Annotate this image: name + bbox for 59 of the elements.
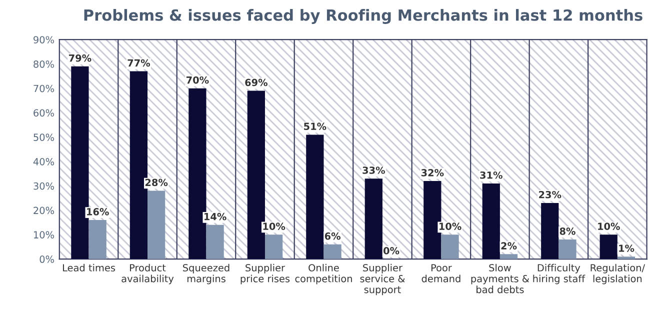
data-label: 1% xyxy=(619,244,634,252)
bar xyxy=(541,202,559,260)
x-tick-label: Product availability xyxy=(122,264,174,284)
bar xyxy=(188,88,206,260)
data-label: 10% xyxy=(439,222,462,230)
data-label: 51% xyxy=(304,122,326,130)
data-label: 8% xyxy=(560,228,576,235)
bar xyxy=(247,90,265,260)
y-tick-label: 10% xyxy=(34,231,54,238)
x-tick-label: Supplier service & support xyxy=(360,264,405,296)
x-tick-label: Lead times xyxy=(62,264,116,272)
data-label: 28% xyxy=(145,178,168,186)
data-label: 69% xyxy=(245,78,268,86)
data-label: 10% xyxy=(263,222,286,230)
data-label: 0% xyxy=(383,247,400,254)
data-label: 70% xyxy=(186,76,209,84)
bar xyxy=(364,178,382,260)
x-tick-label: Regulation/ legislation xyxy=(590,264,646,284)
bar xyxy=(71,66,89,260)
y-tick-label: 80% xyxy=(34,60,54,68)
bar xyxy=(500,254,518,260)
data-label: 2% xyxy=(501,242,517,250)
bar xyxy=(206,224,224,260)
bar xyxy=(148,190,166,260)
bar xyxy=(617,256,636,260)
data-label: 14% xyxy=(204,212,226,220)
bar xyxy=(600,234,618,260)
data-label: 31% xyxy=(480,171,502,179)
bar xyxy=(482,183,500,260)
y-tick-label: 0% xyxy=(40,256,54,263)
bar xyxy=(88,220,106,260)
data-label: 16% xyxy=(87,208,109,216)
x-tick-label: Difficulty hiring staff xyxy=(533,264,586,284)
data-label: 79% xyxy=(68,54,92,62)
data-label: 33% xyxy=(362,166,385,174)
data-label: 6% xyxy=(324,232,340,240)
x-tick-label: Poor demand xyxy=(422,264,460,282)
y-tick-label: 20% xyxy=(34,206,54,214)
y-tick-label: 50% xyxy=(34,134,54,141)
y-tick-label: 30% xyxy=(34,182,54,190)
x-tick-label: Supplier price rises xyxy=(240,264,290,284)
x-tick-label: Slow payments & bad debts xyxy=(471,264,530,294)
x-tick-label: Online competition xyxy=(295,264,352,284)
bar xyxy=(306,134,324,260)
data-label: 32% xyxy=(421,169,444,176)
y-tick-label: 40% xyxy=(33,158,54,166)
y-tick-label: 70% xyxy=(34,84,54,92)
bar xyxy=(558,240,576,260)
data-label: 10% xyxy=(598,222,620,230)
chart-title: Problems & issues faced by Roofing Merchants in last 12 months xyxy=(84,9,642,24)
bar xyxy=(264,234,283,260)
bar xyxy=(424,181,442,260)
bar xyxy=(324,244,342,260)
y-tick-label: 60% xyxy=(34,109,54,117)
data-label: 77% xyxy=(128,59,150,67)
bar xyxy=(441,234,459,260)
x-tick-label: Squeezed margins xyxy=(183,264,230,284)
y-tick-label: 90% xyxy=(34,36,54,44)
data-label: 23% xyxy=(539,190,562,198)
